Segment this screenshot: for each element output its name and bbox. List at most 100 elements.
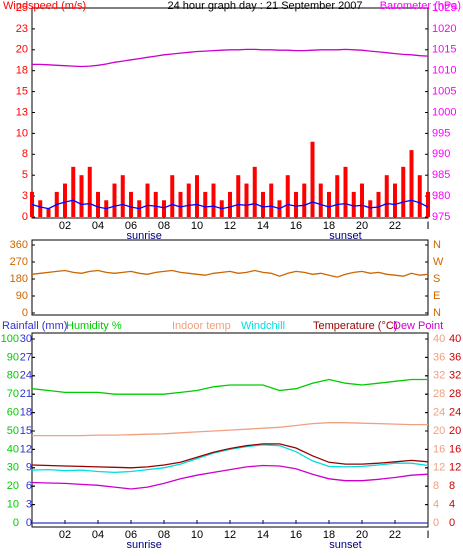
bar	[228, 191, 232, 217]
bar	[79, 175, 84, 217]
annotation: sunset	[329, 230, 361, 242]
bar	[120, 175, 125, 217]
y-tick-label: 20	[7, 480, 19, 492]
y-tick-label: 10	[7, 499, 19, 511]
legend-label: Temperature (°C)	[313, 320, 397, 332]
y-tick-label: 18	[16, 65, 28, 77]
y-tick-label: 28	[449, 388, 461, 400]
y-tick-label: 40	[7, 443, 19, 455]
bar	[178, 191, 183, 217]
annotation: sunset	[329, 539, 361, 551]
line	[32, 422, 428, 437]
bar	[112, 183, 117, 217]
y-tick-label: 3	[22, 190, 28, 202]
y-tick-label: 0	[22, 211, 28, 223]
y-tick-label: 4	[433, 499, 439, 511]
bar	[244, 183, 249, 217]
bar	[63, 183, 67, 217]
x-tick-label: 08	[158, 220, 170, 232]
y-tick-label: 20	[16, 44, 28, 56]
annotation: sunrise	[126, 539, 161, 551]
bar	[236, 175, 241, 217]
y-tick-label: 36	[433, 351, 445, 363]
line	[31, 378, 428, 395]
y-tick-label: 4	[449, 499, 455, 511]
x-tick-label: 18	[323, 220, 335, 232]
x-tick-label: 14	[257, 220, 269, 232]
x-tick-label: 20	[356, 529, 368, 541]
x-tick-label: 12	[224, 529, 236, 541]
bar	[46, 208, 51, 217]
bar	[170, 175, 175, 217]
y-tick-label: 32	[449, 370, 461, 382]
bar	[71, 166, 76, 217]
bar	[368, 200, 373, 217]
y-tick-label: 10	[16, 127, 28, 139]
x-tick-label: 06	[125, 529, 137, 541]
y-tick-label: 1020	[432, 23, 456, 35]
x-tick-label: 14	[257, 529, 269, 541]
y-tick-label: 40	[449, 333, 461, 345]
y-tick-label: 27	[20, 351, 32, 363]
bar	[409, 150, 414, 217]
y-tick-label: 8	[433, 480, 439, 492]
y-tick-label: 70	[7, 388, 19, 400]
bar	[252, 166, 257, 217]
bar	[343, 166, 348, 217]
bar	[162, 200, 166, 217]
bar	[285, 175, 290, 217]
y-tick-label: 1005	[432, 86, 456, 98]
x-tick-label: 06	[125, 220, 137, 232]
y-tick-label: 16	[449, 443, 461, 455]
x-tick-label: 12	[224, 220, 236, 232]
axis-title: Barometer (hPa)	[380, 0, 461, 12]
y-tick-label: 32	[433, 370, 445, 382]
y-tick-label: 30	[20, 333, 32, 345]
y-tick-label: 20	[449, 425, 461, 437]
bar	[195, 175, 199, 217]
x-tick-label: 16	[290, 529, 302, 541]
y-tick-label: 18	[20, 407, 32, 419]
y-tick-label: 30	[7, 462, 19, 474]
bar	[393, 183, 397, 217]
y-tick-label: 25	[16, 2, 28, 14]
y-tick-label: 15	[20, 425, 32, 437]
bar	[269, 183, 274, 217]
y-tick-label: 15	[16, 86, 28, 98]
bar	[318, 183, 323, 217]
bar	[261, 191, 265, 217]
bar	[302, 183, 307, 217]
y-tick-label: 180	[10, 273, 28, 285]
y-tick-label: 0	[433, 517, 439, 529]
legend-label: Dew Point	[393, 320, 443, 332]
bar	[211, 183, 216, 217]
y-tick-label: 0	[13, 517, 19, 529]
x-tick-label: 02	[59, 220, 71, 232]
bar	[327, 191, 331, 217]
bar	[30, 191, 34, 217]
y-tick-label: 1015	[432, 44, 456, 56]
y-tick-label: 270	[10, 256, 28, 268]
y-tick-label: 980	[432, 190, 450, 202]
y-tick-label: 8	[22, 148, 28, 160]
line	[32, 48, 429, 68]
y-tick-label: 985	[432, 169, 450, 181]
bar	[310, 141, 315, 217]
x-tick-label: 10	[191, 220, 203, 232]
bar	[376, 191, 381, 217]
line	[31, 444, 429, 474]
y-tick-label: 1025	[432, 2, 456, 14]
y-tick-label: W	[433, 256, 444, 268]
x-tick-label: 08	[158, 529, 170, 541]
y-tick-label: 8	[449, 480, 455, 492]
annotation: sunrise	[126, 230, 161, 242]
y-tick-label: 995	[432, 127, 450, 139]
bar	[38, 200, 43, 217]
y-tick-label: 16	[433, 443, 445, 455]
y-tick-label: 28	[433, 388, 445, 400]
y-tick-label: 24	[433, 407, 445, 419]
line	[31, 443, 429, 469]
line	[31, 464, 429, 490]
y-tick-label: 21	[20, 388, 32, 400]
